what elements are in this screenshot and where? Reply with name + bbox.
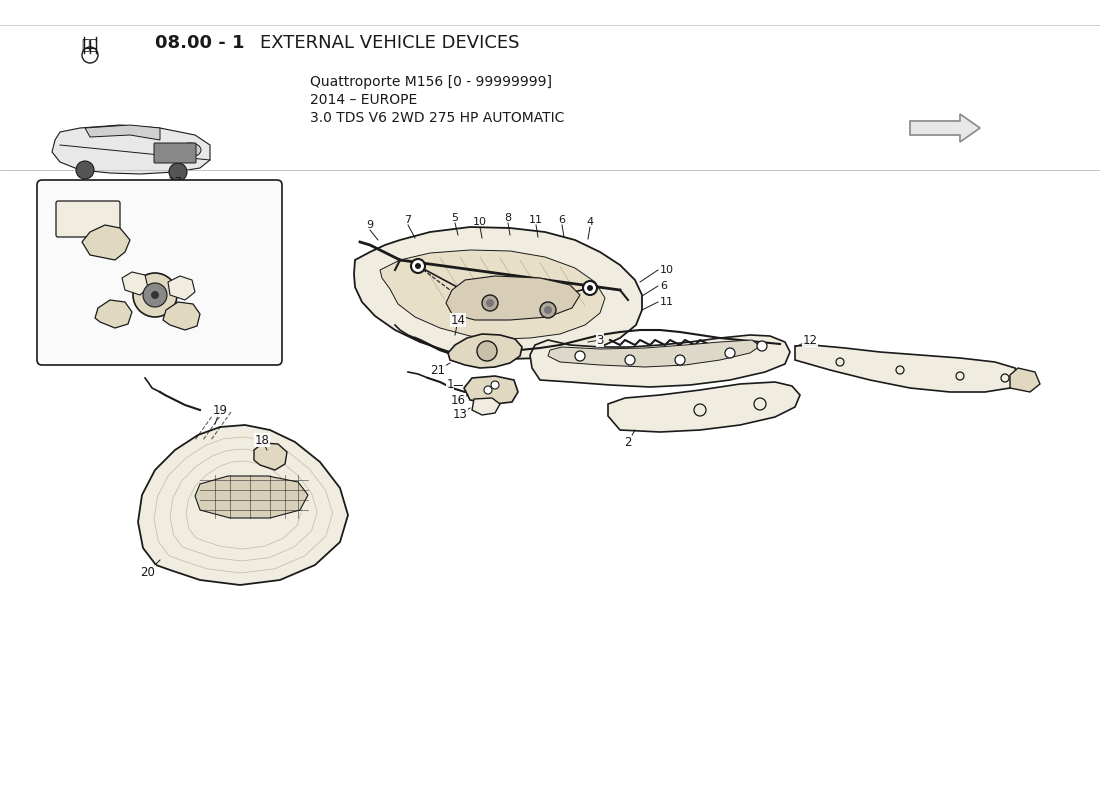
Polygon shape <box>910 114 980 142</box>
FancyBboxPatch shape <box>56 201 120 237</box>
Text: 12: 12 <box>803 334 817 346</box>
Polygon shape <box>95 300 132 328</box>
Polygon shape <box>472 398 500 415</box>
Polygon shape <box>530 335 790 387</box>
Polygon shape <box>254 443 287 470</box>
Ellipse shape <box>179 143 201 157</box>
Text: 3.0 TDS V6 2WD 275 HP AUTOMATIC: 3.0 TDS V6 2WD 275 HP AUTOMATIC <box>310 111 564 125</box>
Circle shape <box>625 355 635 365</box>
Circle shape <box>76 161 94 179</box>
Circle shape <box>675 355 685 365</box>
Polygon shape <box>195 476 308 518</box>
Text: 8: 8 <box>505 213 512 223</box>
Polygon shape <box>354 227 642 359</box>
Circle shape <box>757 341 767 351</box>
Circle shape <box>544 306 552 314</box>
Circle shape <box>151 291 160 299</box>
Text: 10: 10 <box>473 217 487 227</box>
Circle shape <box>143 283 167 307</box>
Polygon shape <box>138 425 348 585</box>
Text: 11: 11 <box>529 215 543 225</box>
Circle shape <box>491 381 499 389</box>
Polygon shape <box>122 272 149 295</box>
Text: 16: 16 <box>451 394 465 406</box>
Text: 11: 11 <box>660 297 674 307</box>
Polygon shape <box>548 340 760 367</box>
FancyBboxPatch shape <box>154 143 196 163</box>
Circle shape <box>486 299 494 307</box>
Text: 14: 14 <box>451 314 465 326</box>
Circle shape <box>415 263 421 269</box>
Text: 1: 1 <box>447 378 453 391</box>
Circle shape <box>725 348 735 358</box>
Circle shape <box>583 281 597 295</box>
Text: 08.00 - 1: 08.00 - 1 <box>155 34 244 52</box>
Text: 13: 13 <box>452 409 468 422</box>
Polygon shape <box>446 276 580 320</box>
Polygon shape <box>163 302 200 330</box>
Polygon shape <box>608 382 800 432</box>
Text: 20: 20 <box>141 566 155 578</box>
Text: 21: 21 <box>430 363 446 377</box>
Text: 6: 6 <box>559 215 565 225</box>
Text: 6: 6 <box>660 281 667 291</box>
Polygon shape <box>464 376 518 404</box>
Circle shape <box>133 273 177 317</box>
Circle shape <box>477 341 497 361</box>
Polygon shape <box>1010 368 1040 392</box>
FancyBboxPatch shape <box>37 180 282 365</box>
Text: EXTERNAL VEHICLE DEVICES: EXTERNAL VEHICLE DEVICES <box>260 34 519 52</box>
Text: Quattroporte M156 [0 - 99999999]: Quattroporte M156 [0 - 99999999] <box>310 75 552 89</box>
Polygon shape <box>795 345 1020 392</box>
Polygon shape <box>85 125 160 140</box>
Circle shape <box>169 163 187 181</box>
Text: 7: 7 <box>405 215 411 225</box>
Polygon shape <box>379 250 605 339</box>
Text: 18: 18 <box>254 434 270 446</box>
Text: 2014 – EUROPE: 2014 – EUROPE <box>310 93 417 107</box>
Text: 2: 2 <box>625 435 631 449</box>
Polygon shape <box>82 225 130 260</box>
Circle shape <box>411 259 425 273</box>
Text: 3: 3 <box>596 334 604 346</box>
Polygon shape <box>448 334 522 368</box>
Circle shape <box>484 386 492 394</box>
Circle shape <box>482 295 498 311</box>
Text: 10: 10 <box>660 265 674 275</box>
Text: 5: 5 <box>451 213 459 223</box>
Text: 9: 9 <box>366 220 374 230</box>
Circle shape <box>587 285 593 291</box>
Circle shape <box>540 302 556 318</box>
Text: ⸵⧗: ⸵⧗ <box>81 38 98 52</box>
Text: 17: 17 <box>167 177 183 190</box>
Text: 4: 4 <box>586 217 594 227</box>
Polygon shape <box>168 276 195 300</box>
Circle shape <box>575 351 585 361</box>
Polygon shape <box>52 125 210 174</box>
Text: 19: 19 <box>212 403 228 417</box>
